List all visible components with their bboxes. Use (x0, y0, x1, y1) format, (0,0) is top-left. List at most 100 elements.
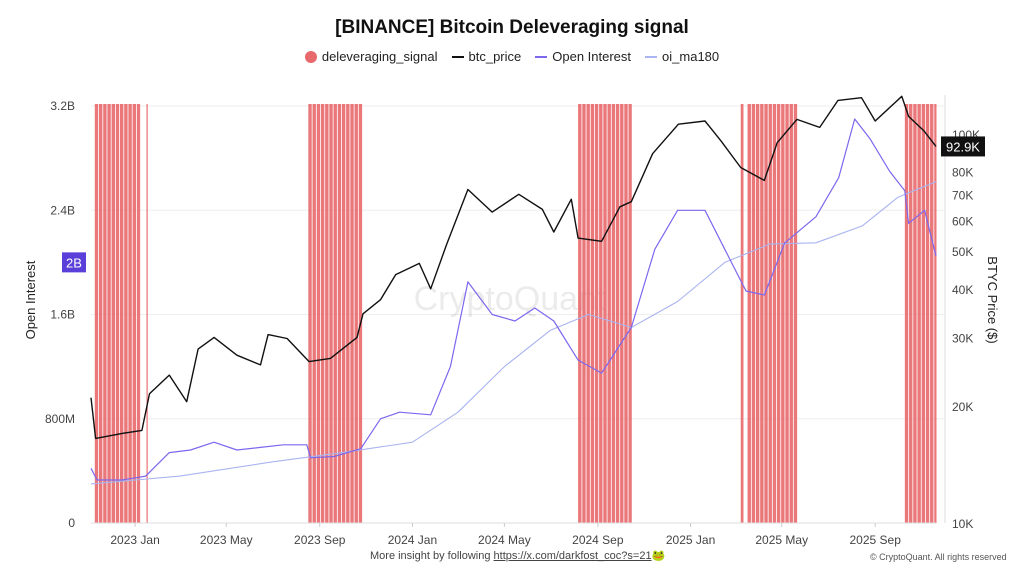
legend-item-open-interest[interactable]: Open Interest (535, 49, 631, 64)
deleveraging-signal-bar (594, 104, 599, 523)
right-axis-label: BTYC Price ($) (985, 256, 1000, 343)
deleveraging-signal-bar (124, 104, 128, 523)
oi-ma180-line (90, 181, 937, 485)
deleveraging-signal-bar (128, 104, 132, 523)
deleveraging-signal-bar (925, 104, 930, 523)
left-axis-label: Open Interest (23, 260, 38, 339)
deleveraging-signal-bar (913, 104, 917, 523)
deleveraging-signal-bar (921, 104, 926, 523)
right-tick-label: 10K (952, 517, 973, 531)
deleveraging-signal-bar (354, 104, 358, 523)
deleveraging-signal-bar (312, 104, 316, 523)
deleveraging-signal-bar (111, 104, 115, 523)
deleveraging-signal-bar (582, 104, 586, 523)
x-tick-label: 2025 Sep (850, 533, 902, 547)
right-tick-label: 30K (952, 331, 973, 345)
deleveraging-signal-bar (333, 104, 337, 523)
x-tick-label: 2024 Jan (388, 533, 437, 547)
open-interest-line (90, 118, 937, 481)
deleveraging-signal-bar (764, 104, 768, 523)
deleveraging-signal-bar (107, 104, 111, 523)
legend: deleveraging_signal btc_price Open Inter… (0, 49, 1024, 64)
deleveraging-signal-bar (934, 104, 937, 523)
deleveraging-signal-bar (590, 104, 595, 523)
deleveraging-signal-bar (103, 104, 107, 523)
deleveraging-signal-bar (620, 104, 624, 523)
deleveraging-signal-bar (781, 104, 785, 523)
footer-link[interactable]: https://x.com/darkfost_coc?s=21 (493, 550, 652, 562)
deleveraging-signal-bar (136, 104, 141, 523)
x-tick-label: 2023 May (200, 533, 253, 547)
deleveraging-signal-bar (132, 104, 136, 523)
x-tick-label: 2023 Jan (110, 533, 159, 547)
legend-label: deleveraging_signal (321, 49, 438, 64)
deleveraging-signal-bar (615, 104, 620, 523)
deleveraging-signal-bar (578, 104, 582, 523)
deleveraging-signal-bar (747, 104, 751, 523)
deleveraging-signal-bar (740, 104, 744, 523)
btc-price-line (90, 95, 937, 440)
current-oi-badge (62, 252, 86, 273)
current-price-label: 92.9K (946, 139, 980, 154)
legend-label: oi_ma180 (662, 49, 720, 64)
deleveraging-signal-bar (599, 104, 603, 523)
deleveraging-signal-bar (586, 104, 590, 523)
right-tick-label: 60K (952, 214, 973, 228)
deleveraging-signal-bar (325, 104, 329, 523)
deleveraging-signal-bar (760, 104, 764, 523)
deleveraging-signal-bar (308, 104, 312, 523)
left-tick-label: 3.2B (50, 99, 75, 113)
current-price-badge (941, 136, 985, 157)
footer-text: More insight by following (370, 550, 494, 562)
frog-icon: 🐸 (651, 550, 666, 562)
deleveraging-signal-bar (358, 104, 363, 523)
deleveraging-signal-bar (350, 104, 354, 523)
legend-line-icon (535, 55, 548, 58)
deleveraging-signal-bar (346, 104, 350, 523)
x-tick-label: 2025 Jan (666, 533, 715, 547)
right-tick-label: 50K (952, 245, 973, 259)
left-tick-label: 800M (45, 412, 75, 426)
deleveraging-signal-bar (789, 104, 793, 523)
right-tick-label: 20K (952, 400, 973, 414)
x-tick-label: 2024 Sep (572, 533, 624, 547)
deleveraging-signal-bar (98, 104, 103, 523)
chart-title: [BINANCE] Bitcoin Deleveraging signal (335, 17, 689, 38)
deleveraging-signal-bar (320, 104, 325, 523)
deleveraging-signal-bar (316, 104, 321, 523)
legend-line-icon (451, 55, 464, 58)
legend-item-btc-price[interactable]: btc_price (451, 49, 522, 64)
legend-item-deleveraging-signal[interactable]: deleveraging_signal (304, 49, 438, 64)
footer: More insight by following https://x.com/… (370, 549, 665, 562)
left-tick-label: 1.6B (50, 308, 75, 322)
deleveraging-signal-bar (119, 104, 124, 523)
deleveraging-signal-bar (776, 104, 781, 523)
deleveraging-signal-bar (611, 104, 616, 523)
deleveraging-signal-bar (624, 104, 628, 523)
deleveraging-signal-bar (607, 104, 611, 523)
deleveraging-signal-bar (329, 104, 333, 523)
deleveraging-signal-bar (628, 104, 632, 523)
deleveraging-signal-bar (768, 104, 772, 523)
deleveraging-signal-bar (751, 104, 756, 523)
right-tick-label: 80K (952, 166, 973, 180)
legend-label: btc_price (468, 49, 522, 64)
deleveraging-signal-bar (909, 104, 913, 523)
legend-line-icon (645, 55, 658, 58)
deleveraging-signal-bar (904, 104, 909, 523)
right-tick-label: 40K (952, 283, 973, 297)
current-oi-label: 2B (66, 255, 82, 270)
deleveraging-signal-bar (930, 104, 934, 523)
left-tick-label: 2.4B (50, 203, 75, 217)
copyright: © CryptoQuant. All rights reserved (870, 552, 1007, 562)
deleveraging-signal-bar (146, 104, 148, 523)
legend-item-oi-ma180[interactable]: oi_ma180 (645, 49, 719, 64)
deleveraging-signal-bar (755, 104, 760, 523)
deleveraging-signal-bar (603, 104, 607, 523)
x-tick-label: 2024 May (478, 533, 531, 547)
deleveraging-signal-bar (341, 104, 346, 523)
left-tick-label: 0 (68, 516, 75, 530)
deleveraging-signal-bar (793, 104, 798, 523)
deleveraging-signal-bar (772, 104, 777, 523)
